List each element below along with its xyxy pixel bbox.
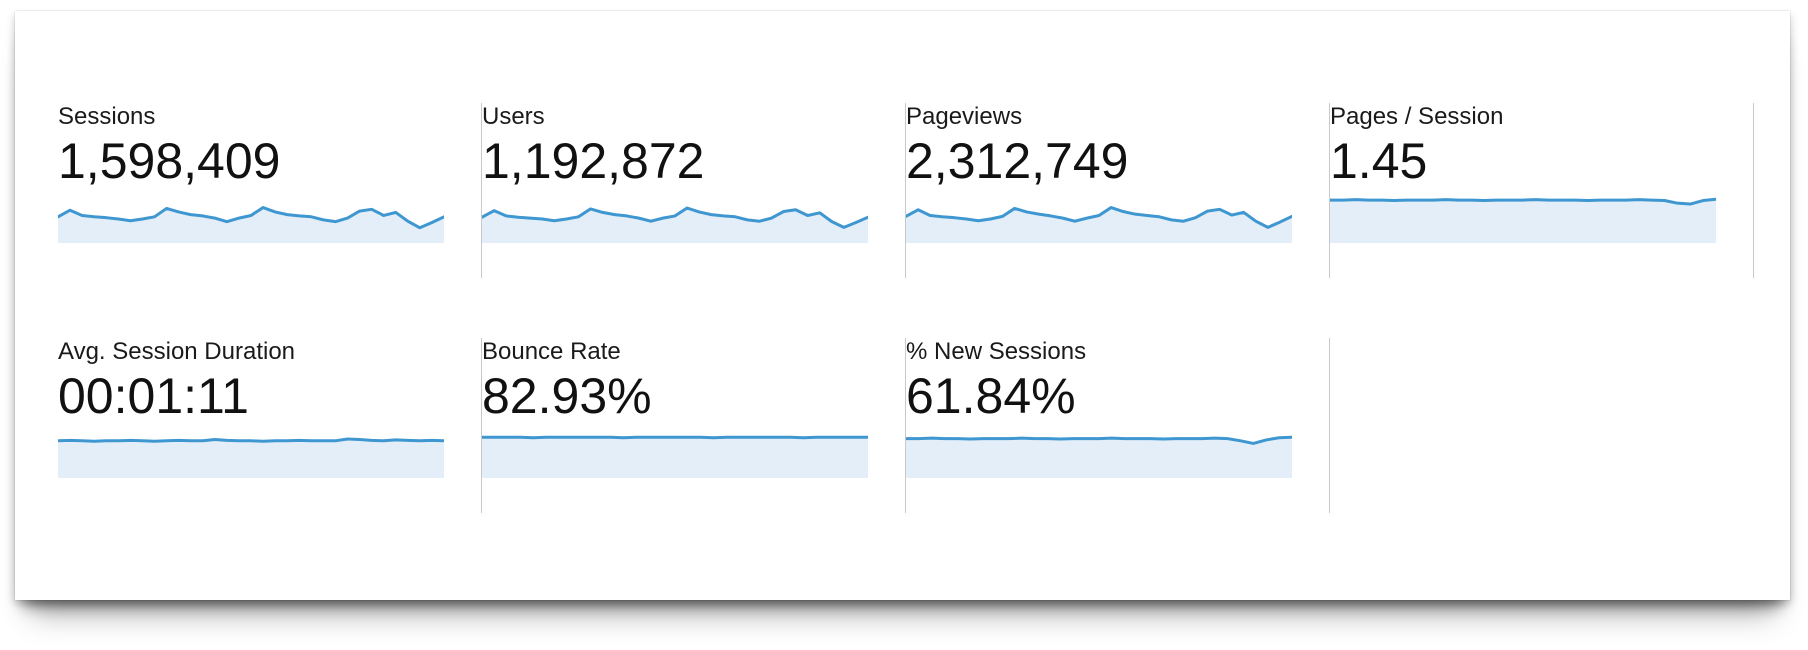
- avg-session-duration-sparkline: [58, 430, 444, 478]
- sessions-value: 1,598,409: [58, 133, 281, 189]
- analytics-summary-card: Sessions 1,598,409 Users 1,192,872 Pagev…: [15, 11, 1790, 600]
- pages-per-session-value: 1.45: [1330, 133, 1428, 189]
- pageviews-label: Pageviews: [906, 103, 1023, 130]
- metric-card-new-sessions: % New Sessions 61.84%: [906, 338, 1330, 513]
- metric-card-bounce-rate: Bounce Rate 82.93%: [482, 338, 906, 513]
- users-value: 1,192,872: [482, 133, 705, 189]
- pageviews-sparkline: [906, 195, 1292, 243]
- avg-session-duration-label: Avg. Session Duration: [58, 338, 296, 365]
- pages-per-session-label: Pages / Session: [1330, 103, 1504, 130]
- sessions-label: Sessions: [58, 103, 156, 130]
- metric-card-avg-session-duration: Avg. Session Duration 00:01:11: [58, 338, 482, 513]
- metric-card-users: Users 1,192,872: [482, 103, 906, 278]
- bounce-rate-value: 82.93%: [482, 368, 652, 424]
- bounce-rate-sparkline: [482, 430, 868, 478]
- users-label: Users: [482, 103, 545, 130]
- metric-card-pageviews: Pageviews 2,312,749: [906, 103, 1330, 278]
- bounce-rate-label: Bounce Rate: [482, 338, 621, 365]
- sessions-sparkline: [58, 195, 444, 243]
- metric-card-pages-per-session: Pages / Session 1.45: [1330, 103, 1754, 278]
- new-sessions-label: % New Sessions: [906, 338, 1087, 365]
- avg-session-duration-value: 00:01:11: [58, 368, 249, 424]
- pageviews-value: 2,312,749: [906, 133, 1129, 189]
- empty-cell: [1330, 338, 1754, 513]
- users-sparkline: [482, 195, 868, 243]
- metrics-row-1: Sessions 1,598,409 Users 1,192,872 Pagev…: [58, 103, 1754, 278]
- pages-per-session-sparkline: [1330, 195, 1716, 243]
- metrics-content: Sessions 1,598,409 Users 1,192,872 Pagev…: [15, 11, 1790, 513]
- new-sessions-sparkline: [906, 430, 1292, 478]
- new-sessions-value: 61.84%: [906, 368, 1076, 424]
- metric-card-sessions: Sessions 1,598,409: [58, 103, 482, 278]
- metrics-row-2: Avg. Session Duration 00:01:11 Bounce Ra…: [58, 338, 1754, 513]
